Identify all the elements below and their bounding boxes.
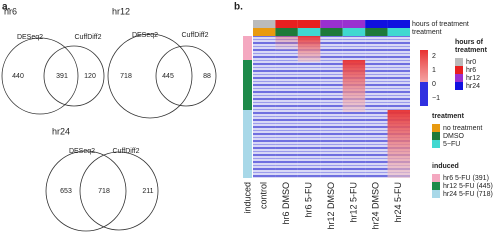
venn-circle	[1, 37, 79, 115]
legend-label: DMSO	[443, 133, 465, 140]
legend-swatch	[455, 82, 463, 90]
count: 653	[60, 188, 72, 195]
row-annotation	[243, 36, 252, 60]
legend-label: 5−FU	[443, 141, 460, 148]
treatment-annotation	[297, 28, 321, 36]
scale-label: 0	[432, 81, 436, 88]
column-label: hr6 5-FU	[303, 182, 313, 218]
panel-label: a.	[2, 2, 11, 13]
venn-title: hr6	[4, 6, 17, 16]
legend-swatch	[455, 58, 463, 66]
heatmap-block	[387, 110, 410, 178]
legend-swatch	[432, 190, 440, 198]
legend-label: hr6	[466, 67, 476, 74]
hours-annotation	[253, 20, 276, 28]
scale-label: 2	[432, 53, 436, 60]
venn-circle	[45, 150, 127, 232]
column-label: hr6 DMSO	[281, 182, 291, 225]
heatmap-column	[253, 36, 276, 178]
heatmap-column	[297, 36, 321, 178]
set-label: DESeq2	[17, 34, 43, 41]
legend-label: hr12	[466, 75, 480, 82]
count: 211	[142, 188, 153, 195]
heatmap-column	[275, 36, 298, 178]
column-label: control	[259, 182, 269, 209]
legend-title: treatment	[432, 113, 465, 120]
legend-title: hours of	[455, 39, 484, 46]
column-label: hr12 DMSO	[326, 182, 336, 230]
set-label: DESeq2	[69, 148, 95, 155]
treatment-annotation	[342, 28, 366, 36]
hours-annotation	[342, 20, 366, 28]
legend-swatch	[432, 140, 440, 148]
legend-label: hr24	[466, 83, 480, 90]
venn-title: hr12	[112, 6, 130, 16]
hours-annotation	[275, 20, 298, 28]
hours-annotation	[387, 20, 410, 28]
treatment-annotation	[275, 28, 298, 36]
legend-label: no treatment	[443, 125, 482, 132]
heatmap-column	[365, 36, 388, 178]
venn-circle	[107, 33, 193, 119]
treatment-annotation	[365, 28, 388, 36]
hours-annotation	[297, 20, 321, 28]
column-label: hr24 DMSO	[371, 182, 381, 230]
legend-label: hr6 5-FU (391)	[443, 175, 489, 182]
heatmap-block	[275, 36, 298, 50]
set-label: CuffDiff2	[182, 32, 209, 39]
panel-label: b.	[234, 2, 243, 13]
heatmap-column	[320, 36, 343, 178]
scale-label: 1	[432, 67, 436, 74]
count: 391	[56, 73, 68, 80]
count: 440	[12, 73, 24, 80]
set-label: DESeq2	[132, 32, 158, 39]
legend-swatch	[455, 74, 463, 82]
legend-title: induced	[432, 163, 459, 170]
annotation-label: treatment	[412, 29, 442, 36]
heatmap-block	[342, 60, 366, 112]
treatment-annotation	[253, 28, 276, 36]
scale-label: −1	[432, 95, 440, 102]
legend-label: hr0	[466, 59, 476, 66]
legend-title: treatment	[455, 47, 488, 54]
count: 718	[98, 188, 110, 195]
count: 445	[162, 73, 174, 80]
row-annotation	[243, 110, 252, 178]
color-scale	[420, 50, 428, 106]
venn-circle	[155, 45, 217, 107]
heatmap-block	[297, 36, 321, 62]
annotation-label: hours of treatment	[412, 21, 469, 28]
column-label: hr12 5-FU	[348, 182, 358, 223]
hours-annotation	[320, 20, 343, 28]
row-annotation	[243, 60, 252, 110]
color-scale	[420, 82, 428, 106]
column-label: induced	[242, 182, 252, 214]
hours-annotation	[365, 20, 388, 28]
venn-title: hr24	[52, 126, 70, 136]
legend-label: hr12 5-FU (445)	[443, 183, 493, 190]
venn-circle	[79, 151, 159, 231]
column-label: hr24 5-FU	[393, 182, 403, 223]
legend-swatch	[432, 174, 440, 182]
legend-swatch	[432, 124, 440, 132]
legend-swatch	[432, 182, 440, 190]
count: 120	[84, 73, 96, 80]
set-label: CuffDiff2	[113, 148, 140, 155]
count: 88	[203, 73, 211, 80]
legend-swatch	[455, 66, 463, 74]
legend-swatch	[432, 132, 440, 140]
count: 718	[120, 73, 132, 80]
legend-label: hr24 5-FU (718)	[443, 191, 493, 198]
treatment-annotation	[320, 28, 343, 36]
set-label: CuffDiff2	[75, 34, 102, 41]
treatment-annotation	[387, 28, 410, 36]
venn-circle	[43, 45, 105, 107]
